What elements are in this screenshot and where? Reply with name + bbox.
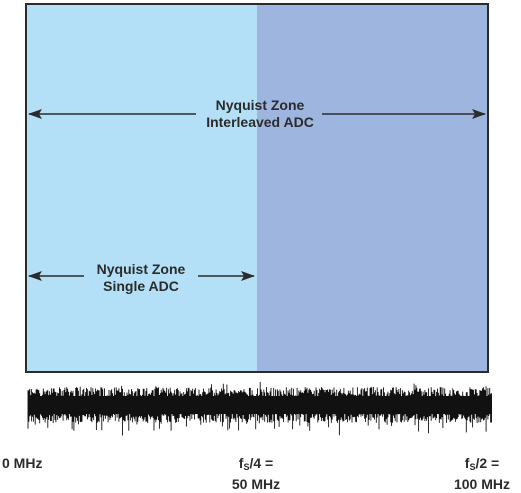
single-zone-line1: Nyquist Zone <box>96 261 186 277</box>
freq-tick-zero: 0 MHz <box>2 455 42 472</box>
freq-tick-fs2-value: 100 MHz <box>453 476 511 492</box>
single-adc-zone <box>26 4 257 372</box>
noise-floor-band <box>28 396 492 414</box>
freq-tick-fs4: fS/4 = 50 MHz <box>216 455 296 493</box>
single-zone-line2: Single ADC <box>103 278 179 294</box>
interleaved-extension-zone <box>257 4 488 372</box>
interleaved-zone-line1: Nyquist Zone <box>215 97 305 113</box>
interleaved-zone-label: Nyquist Zone Interleaved ADC <box>190 97 330 131</box>
freq-tick-fs4-value: 50 MHz <box>231 476 281 492</box>
freq-tick-fs4-formula: fS/4 = <box>238 455 274 472</box>
noise-spectrum <box>27 381 492 436</box>
zone-frame <box>25 3 489 373</box>
freq-tick-fs2-formula: fS/2 = <box>464 455 500 472</box>
freq-tick-fs2: fS/2 = 100 MHz <box>443 455 521 493</box>
interleaved-zone-line2: Interleaved ADC <box>206 114 314 130</box>
single-zone-label: Nyquist Zone Single ADC <box>78 261 204 295</box>
freq-tick-zero-label: 0 MHz <box>2 455 43 471</box>
